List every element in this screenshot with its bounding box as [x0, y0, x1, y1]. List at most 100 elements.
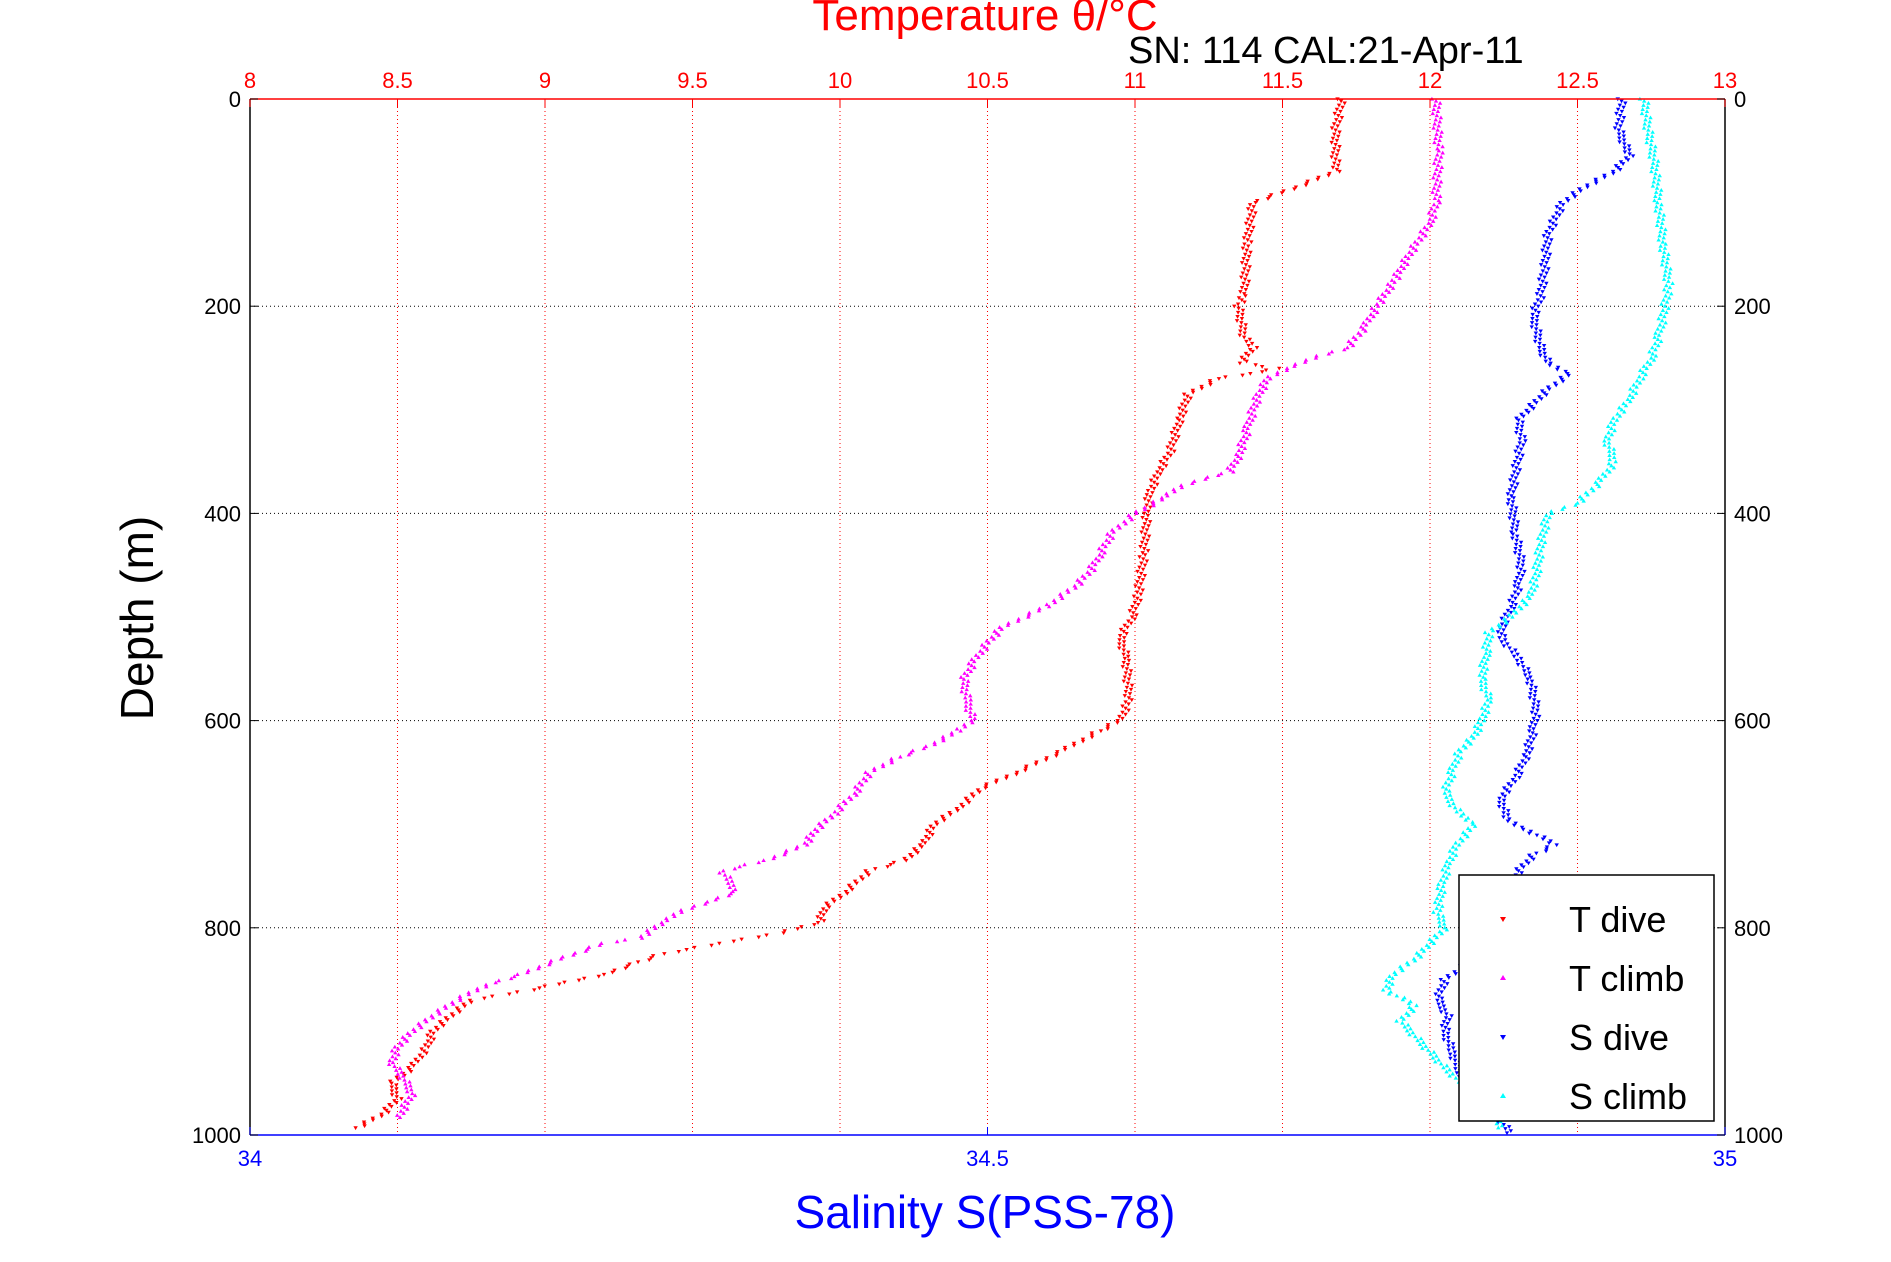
data-point: [1517, 604, 1522, 609]
data-point: [1434, 935, 1440, 940]
data-point: [1138, 582, 1144, 587]
data-point: [1530, 706, 1536, 711]
data-point: [401, 1073, 406, 1078]
data-point: [1447, 1018, 1452, 1022]
data-point: [1655, 158, 1661, 163]
data-point: [992, 629, 997, 633]
data-point: [1533, 335, 1538, 340]
data-point: [1507, 646, 1512, 651]
data-point: [1544, 250, 1549, 255]
data-point: [1544, 845, 1550, 850]
data-point: [1115, 721, 1120, 725]
data-point: [1650, 345, 1655, 350]
data-point: [822, 817, 828, 822]
data-point: [437, 1011, 443, 1016]
data-point: [1103, 544, 1108, 549]
data-point: [1450, 851, 1456, 855]
data-point: [1423, 233, 1428, 238]
data-point: [1596, 475, 1601, 480]
data-point: [1086, 564, 1092, 569]
data-point: [1241, 335, 1247, 340]
data-point: [1439, 996, 1445, 1001]
data-point: [1458, 807, 1463, 812]
data-point: [1129, 683, 1135, 688]
data-point: [1515, 524, 1520, 529]
data-point: [1159, 497, 1165, 502]
data-point: [764, 933, 769, 938]
data-point: [1158, 460, 1163, 464]
data-point: [441, 1023, 446, 1028]
data-point: [1501, 811, 1506, 816]
data-point: [1514, 576, 1520, 580]
data-point: [1155, 482, 1160, 487]
data-point: [1494, 1121, 1499, 1126]
data-point: [1440, 1000, 1445, 1005]
data-point: [1128, 687, 1134, 692]
data-point: [1238, 438, 1244, 443]
data-point: [1490, 634, 1495, 639]
data-point: [403, 1081, 408, 1086]
data-point: [647, 958, 652, 963]
data-point: [1508, 610, 1514, 615]
data-point: [1389, 278, 1395, 282]
data-point: [407, 1079, 412, 1084]
data-point: [1438, 978, 1443, 982]
data-point: [1249, 411, 1255, 416]
data-point: [1560, 507, 1565, 511]
data-point: [1573, 502, 1578, 507]
data-point: [1334, 138, 1340, 143]
data-point: [1435, 109, 1441, 114]
data-point: [1526, 589, 1532, 594]
data-point: [1437, 923, 1443, 928]
data-point: [1539, 397, 1544, 401]
data-point: [1157, 466, 1162, 471]
data-point: [1516, 451, 1522, 456]
data-point: [1519, 424, 1525, 429]
data-point: [1653, 208, 1658, 213]
data-point: [1503, 624, 1508, 629]
data-point: [1540, 269, 1546, 274]
data-point: [728, 891, 734, 896]
data-point: [1529, 683, 1534, 688]
data-point: [1450, 857, 1456, 862]
data-point: [997, 625, 1002, 629]
data-point: [1527, 696, 1533, 701]
data-point: [1541, 343, 1547, 348]
data-point: [1244, 339, 1249, 344]
right-depth-tick-label: 200: [1734, 294, 1771, 319]
data-point: [1131, 594, 1137, 599]
data-point: [1512, 608, 1517, 613]
data-point: [1508, 512, 1513, 517]
data-point: [1508, 605, 1514, 609]
data-point: [1646, 100, 1651, 105]
data-point: [1445, 982, 1450, 986]
data-point: [1627, 152, 1632, 157]
data-point: [1440, 144, 1445, 149]
data-point: [1533, 712, 1538, 717]
data-point: [771, 856, 776, 861]
data-point: [1497, 636, 1502, 640]
data-point: [932, 740, 937, 745]
data-point: [1330, 165, 1336, 170]
data-point: [512, 974, 517, 979]
data-point: [1340, 105, 1345, 110]
data-point: [1393, 972, 1398, 977]
data-point: [1471, 735, 1476, 740]
data-point: [1145, 549, 1151, 553]
data-point: [1522, 669, 1527, 674]
data-point: [1433, 992, 1438, 997]
data-point: [1419, 237, 1424, 242]
data-point: [908, 750, 913, 755]
data-point: [1452, 1054, 1458, 1059]
data-point: [597, 943, 602, 947]
data-point: [1521, 827, 1526, 832]
data-point: [917, 843, 923, 848]
data-point: [1651, 179, 1656, 184]
data-point: [1120, 716, 1125, 721]
data-point: [1515, 534, 1520, 539]
data-point: [1515, 652, 1520, 657]
data-point: [1126, 702, 1131, 707]
data-point: [1502, 612, 1507, 617]
data-point: [1138, 571, 1144, 576]
data-point: [1444, 786, 1449, 791]
